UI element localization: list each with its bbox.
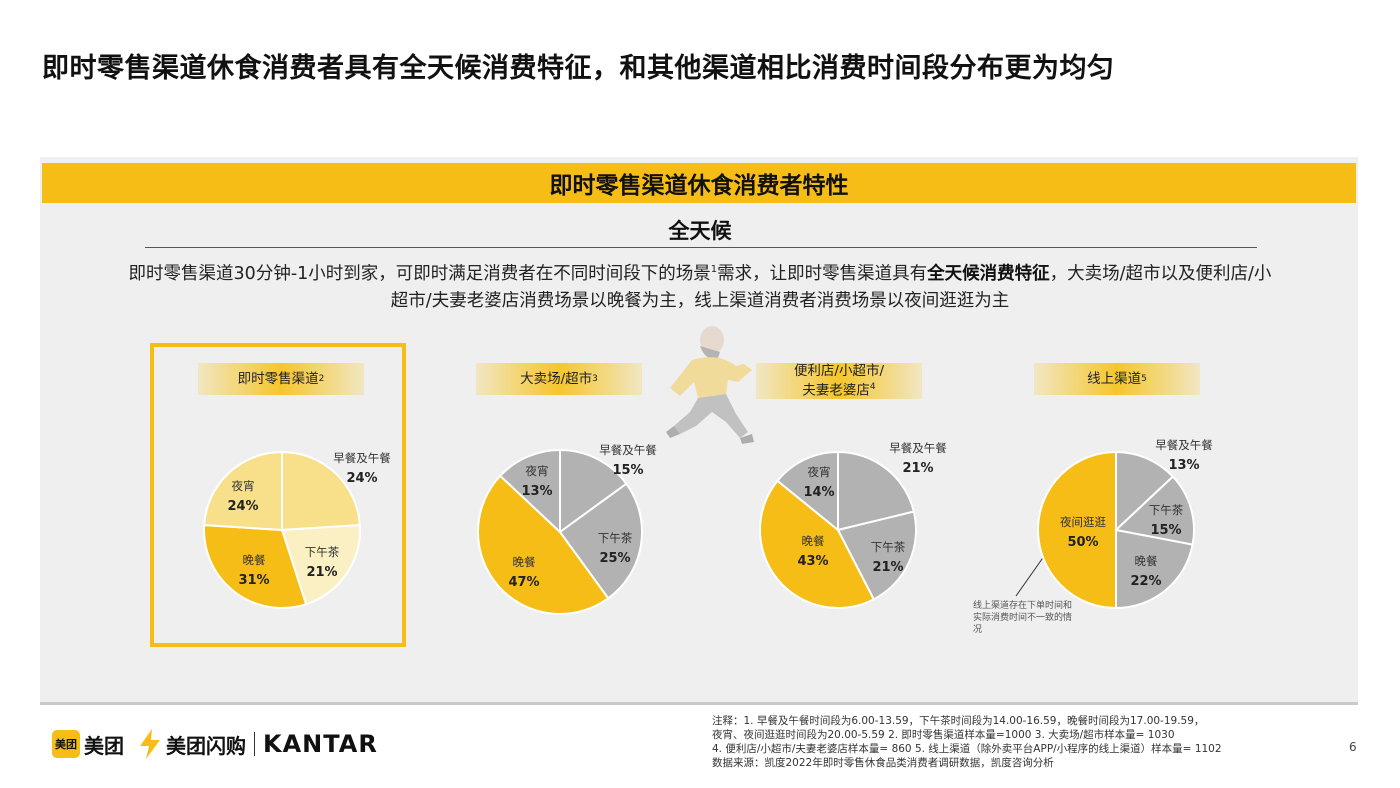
section-subtitle: 全天候: [668, 219, 732, 243]
desc-footnote-ref: 1: [710, 264, 718, 275]
meituan-flash-logo-text: 美团闪购: [166, 733, 246, 758]
footnote-line-2: 夜宵、夜间逛逛时间段为20.00-5.59 2. 即时零售渠道样本量=1000 …: [712, 729, 1175, 741]
desc-bold: 全天候消费特征: [927, 263, 1050, 284]
highlight-box: [150, 343, 406, 647]
content-panel: [40, 157, 1358, 703]
meituan-logo-icon: 美团: [52, 730, 80, 758]
footnote-line-1: 注释：1. 早餐及午餐时间段为6.00-13.59，下午茶时间段为14.00-1…: [712, 715, 1205, 727]
page-title: 即时零售渠道休食消费者具有全天候消费特征，和其他渠道相比消费时间段分布更为均匀: [42, 53, 1115, 84]
desc-part3: ，大卖场/超市以及便利店/小超市/夫妻老婆店消费场景以晚餐为主，线上渠道消费者消…: [390, 263, 1272, 311]
footnotes: 注释：1. 早餐及午餐时间段为6.00-13.59，下午茶时间段为14.00-1…: [712, 714, 1222, 770]
running-person-illustration: [666, 326, 754, 444]
footer-logos: 美团 美团 美团闪购 KANTAR: [52, 728, 378, 760]
chart-tag-convenience: 便利店/小超市/夫妻老婆店4: [756, 363, 922, 399]
desc-part1: 即时零售渠道30分钟-1小时到家，可即时满足消费者在不同时间段下的场景: [128, 263, 711, 284]
note-leader-line: [1015, 541, 1055, 597]
subtitle-underline: [145, 247, 1257, 248]
description-text: 即时零售渠道30分钟-1小时到家，可即时满足消费者在不同时间段下的场景1需求，让…: [120, 256, 1280, 315]
footnote-line-3: 4. 便利店/小超市/夫妻老婆店样本量= 860 5. 线上渠道（除外卖平台AP…: [712, 743, 1222, 755]
panel-divider: [40, 702, 1358, 705]
chart-tag-online: 线上渠道 5: [1034, 363, 1200, 395]
desc-part2: 需求，让即时零售渠道具有: [717, 263, 928, 284]
chart-tag-hypermarket: 大卖场/超市 3: [476, 363, 642, 395]
footnote-line-4: 数据来源：凯度2022年即时零售休食品类消费者调研数据，凯度咨询分析: [712, 757, 1054, 769]
section-banner: 即时零售渠道休食消费者特性: [42, 163, 1356, 203]
logo-separator: [254, 732, 255, 756]
kantar-logo: KANTAR: [263, 730, 378, 758]
meituan-logo-text: 美团: [84, 733, 124, 758]
page-number: 6: [1349, 740, 1357, 754]
lightning-bolt-icon: [140, 729, 160, 759]
chart-tag-instant-retail: 即时零售渠道 2: [198, 363, 364, 395]
online-channel-note: 线上渠道存在下单时间和实际消费时间不一致的情况: [973, 601, 1073, 635]
